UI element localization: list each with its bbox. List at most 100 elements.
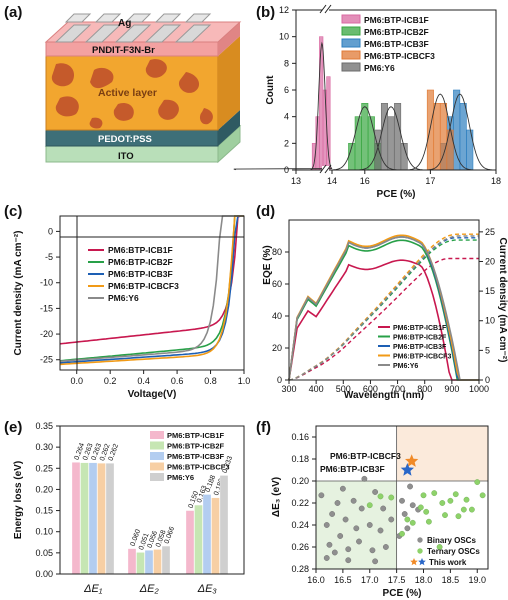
y-tick-label: 0.35 (35, 421, 53, 431)
histogram-bar (426, 89, 434, 171)
legend-swatch (341, 50, 361, 60)
histogram-bar (319, 36, 324, 171)
energy-loss-bar (97, 463, 106, 575)
ternary-point (455, 513, 462, 520)
binary-point (345, 557, 352, 564)
device-stack: Active layer Ag PNDIT-F3N-Br PEDOT:PSS (44, 13, 242, 164)
annotation-label: PM6:BTP-ICB3F (320, 464, 385, 474)
binary-point (380, 505, 387, 512)
binary-point (404, 525, 411, 532)
y-tick-label: 0.28 (291, 564, 309, 574)
binary-point (345, 546, 352, 553)
x-tick-label: 16.0 (307, 575, 325, 585)
y-tick-label: 0.10 (35, 527, 53, 537)
ternary-point (366, 502, 373, 509)
histogram-bar (433, 103, 441, 171)
legend-swatch (341, 26, 361, 36)
y-tick-label: 0.20 (291, 476, 309, 486)
x-tick-label: 19.0 (468, 575, 486, 585)
integrated-jsc-curve (288, 257, 479, 381)
panel-b: (b) 13 14 16 17 18 0 2 4 6 8 10 12 PCE (%) Count PM… (233, 4, 501, 200)
binary-point (356, 538, 362, 545)
binary-point (399, 497, 405, 504)
histogram-bar (453, 89, 461, 171)
axis-ticks-e: 0.00 0.05 0.10 0.15 0.20 0.25 0.30 0.35 (35, 421, 60, 579)
x-axis-title-f: PCE (%) (383, 588, 422, 599)
binary-point (358, 505, 365, 512)
x-tick-label: 13 (291, 176, 301, 186)
axis-ticks-d: 300 400 500 600 700 800 900 1000020406080051015… (272, 227, 495, 394)
legend-label: PM6:Y6 (393, 363, 418, 370)
y-axis-title-right-d: Current density (mA cm⁻²) (497, 238, 508, 363)
ternary-point (377, 493, 384, 500)
fit-curve (358, 106, 424, 171)
jv-curves (59, 215, 244, 366)
integrated-jsc-curve (288, 235, 479, 381)
histogram-bar (374, 129, 382, 171)
y-tick-label: 0.24 (291, 520, 309, 530)
legend-c: PM6:BTP-ICB1F PM6:BTP-ICB2F PM6:BTP-ICB3F P… (88, 245, 179, 303)
active-layer-label: Active layer (98, 87, 157, 99)
x-tick-label: 17.0 (361, 575, 379, 585)
y-axis-title-d: EQE (%) (262, 245, 273, 284)
ito-layer-side (217, 124, 241, 164)
ternary-point (447, 497, 454, 504)
y-axis-title-f: ΔE₃ (eV) (271, 477, 282, 517)
ternary-point (439, 500, 446, 506)
binary-point (334, 500, 341, 506)
x-axis-title-c: Voltage(V) (128, 389, 177, 400)
quadrant-upper-right (396, 426, 488, 481)
fit-curve (427, 93, 493, 171)
binary-point (388, 516, 395, 523)
y-tick-label: 6 (284, 85, 289, 95)
y-tick-label: 2 (284, 138, 289, 148)
energy-loss-bar (211, 497, 220, 575)
binary-point (329, 511, 336, 517)
y-tick-label: 40 (272, 311, 282, 321)
y-tick-label-right: 10 (485, 316, 495, 326)
x-tick-label: 0.0 (70, 376, 83, 386)
ternary-point (431, 490, 438, 496)
legend-label: PM6:Y6 (167, 473, 194, 482)
legend-label: PM6:BTP-ICBCF3 (364, 51, 435, 61)
eqe-curve (288, 259, 479, 381)
y-axis-title-b: Count (265, 75, 276, 105)
y-tick-label: 80 (272, 247, 282, 257)
y-tick-label: 0.22 (291, 498, 309, 508)
axis-ticks-c: 0.0 0.2 0.4 0.6 0.8 1.0 0 -5 -10 -15 -20 -25 (40, 226, 250, 386)
energy-loss-bar (219, 475, 229, 575)
legend-star (418, 558, 426, 566)
y-tick-label: 8 (284, 58, 289, 68)
ternary-point (452, 491, 459, 498)
legend-label: PM6:BTP-ICB2F (393, 335, 447, 342)
y-tick-label: 0.15 (35, 506, 53, 516)
x-tick-label: 500 (336, 384, 351, 394)
fit-curve (233, 41, 333, 171)
x-tick-label: 900 (444, 384, 459, 394)
energy-loss-bar (153, 549, 162, 575)
legend-label: PM6:BTP-ICB1F (393, 325, 447, 332)
plot-frame-c (59, 215, 245, 371)
legend-d: PM6:BTP-ICB1F PM6:BTP-ICB2F PM6:BTP-ICB3F P… (378, 325, 451, 370)
x-tick-label: 17.5 (388, 575, 406, 585)
legend-label: PM6:BTP-ICB3F (108, 269, 173, 279)
legend-label: Binary OSCs (427, 536, 476, 545)
legend-swatch (150, 431, 164, 439)
energy-loss-bar (185, 510, 195, 575)
ternary-point (479, 492, 486, 499)
y-tick-label: 0.30 (35, 442, 53, 452)
legend-b: PM6:BTP-ICB1F PM6:BTP-ICB2F PM6:BTP-ICB3F P… (341, 14, 435, 73)
panel-label-e: (e) (4, 419, 22, 436)
y-tick-label: -20 (40, 329, 53, 339)
legend-label: Ternary OSCs (427, 547, 480, 556)
jv-curve (59, 215, 244, 362)
energy-loss-bar (161, 545, 171, 575)
legend-label: PM6:BTP-ICB1F (364, 15, 429, 25)
binary-point (409, 502, 416, 509)
ternary-point (409, 519, 416, 526)
axis-ticks-f: 16.0 16.5 17.0 17.5 18.0 18.5 19.0 0.16 0.18 0.20… (291, 432, 486, 585)
binary-point (323, 522, 330, 528)
panel-e: (e) 0.2640.2630.2630.2620.262ΔE₁0.0600.0… (4, 419, 245, 595)
x-tick-label: 0.2 (104, 376, 117, 386)
